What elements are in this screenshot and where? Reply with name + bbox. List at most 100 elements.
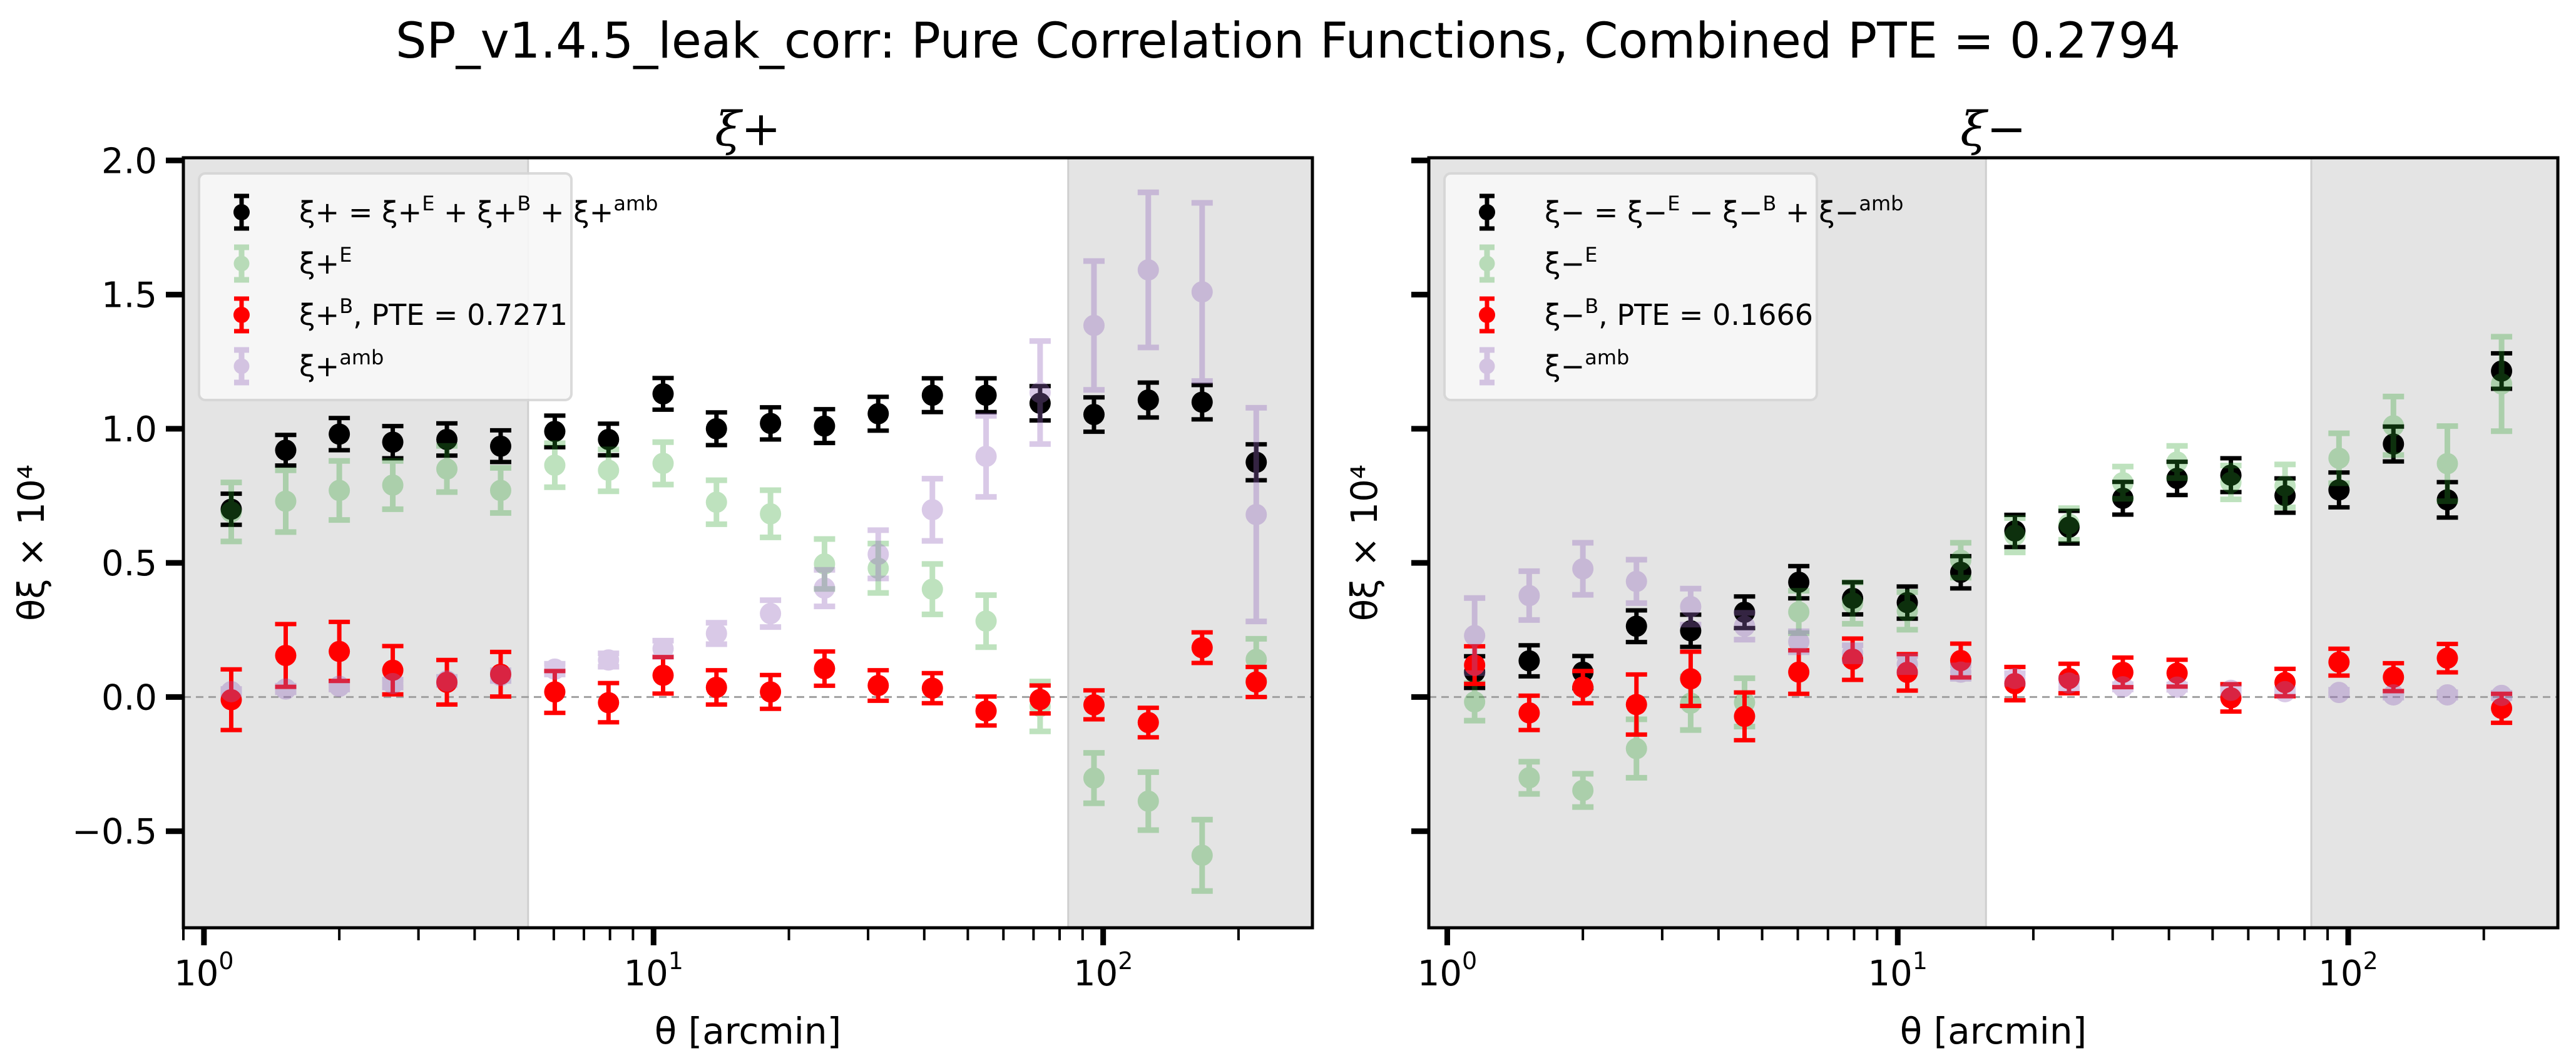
data-point-E	[2004, 515, 2026, 555]
axes-frame	[1427, 156, 2560, 930]
marker	[1950, 650, 1971, 672]
marker	[329, 675, 350, 697]
marker	[1680, 668, 1702, 690]
data-point-total	[1083, 395, 1105, 434]
marker	[2383, 415, 2405, 437]
marker	[489, 665, 511, 687]
data-point-total	[1029, 384, 1051, 423]
legend-frame	[1443, 172, 1818, 401]
marker	[2436, 647, 2458, 669]
x-tick-label: 102	[2318, 947, 2378, 994]
data-point-E	[1572, 771, 1594, 810]
marker	[705, 418, 727, 439]
marker	[598, 460, 620, 481]
data-point-amb	[1950, 661, 1971, 683]
data-point-E	[2112, 463, 2134, 502]
marker	[275, 645, 297, 666]
data-point-amb	[1896, 653, 1918, 675]
panel-title: ξ−	[1960, 101, 2027, 157]
data-point-amb	[975, 413, 997, 500]
marker	[544, 454, 566, 476]
data-point-E	[652, 439, 674, 488]
data-point-B	[2220, 682, 2242, 714]
marker	[1950, 562, 1971, 583]
marker	[1734, 615, 1756, 637]
marker	[1464, 691, 1486, 713]
marker	[1137, 712, 1159, 734]
data-point-total	[1518, 643, 1540, 679]
data-point-amb	[489, 665, 511, 687]
marker	[760, 413, 782, 434]
marker	[2328, 448, 2350, 469]
marker	[1029, 689, 1051, 711]
marker	[489, 435, 511, 457]
data-point-amb	[2436, 684, 2458, 706]
marker	[814, 553, 836, 575]
marker	[1842, 649, 1864, 670]
y-tick-label: 0.0	[101, 677, 157, 718]
y-tick-label: 1.0	[101, 409, 157, 450]
data-point-E	[1896, 589, 1918, 633]
marker	[329, 480, 350, 501]
legend: ξ− = ξ−E − ξ−B + ξ−amb ξ−E ξ−B, PTE = 0.16…	[1443, 172, 1903, 401]
legend-item-B: ξ−B, PTE = 0.1666	[1479, 294, 1813, 334]
data-point-total	[2491, 351, 2513, 391]
y-tick-label: −0.5	[72, 812, 157, 853]
marker	[705, 491, 727, 513]
data-point-B	[1029, 683, 1051, 716]
data-point-E	[329, 458, 350, 523]
marker	[2166, 468, 2188, 490]
data-point-total	[275, 433, 297, 468]
data-point-B	[1518, 693, 1540, 732]
legend-marker	[233, 204, 250, 220]
marker	[1083, 404, 1105, 426]
legend-label: ξ−E	[1545, 243, 1597, 280]
marker	[1083, 694, 1105, 716]
data-point-E	[1518, 759, 1540, 797]
data-point-amb	[598, 649, 620, 671]
data-point-E	[2436, 423, 2458, 505]
data-point-E	[760, 487, 782, 540]
marker	[921, 499, 943, 521]
marker	[2058, 516, 2080, 538]
data-point-amb	[1191, 200, 1213, 384]
marker	[705, 677, 727, 698]
data-point-B	[1680, 649, 1702, 709]
marker	[2491, 684, 2513, 706]
marker	[436, 429, 458, 450]
marker	[1245, 451, 1267, 473]
legend-marker	[1479, 255, 1495, 272]
legend-marker	[1479, 307, 1495, 323]
data-point-amb	[1625, 557, 1647, 606]
data-point-amb	[1029, 338, 1051, 447]
series-total	[1464, 351, 2513, 691]
marker	[1518, 650, 1540, 672]
data-point-B	[1464, 644, 1486, 686]
marker	[382, 474, 404, 496]
data-point-total	[220, 491, 242, 527]
data-point-amb	[2058, 672, 2080, 694]
panel-xi-minus: 100 101 102 θ [arcmin] θξ × 10⁴ ξ− ξ− = ξ−E − …	[1343, 101, 2560, 1052]
marker	[382, 431, 404, 453]
marker	[2004, 520, 2026, 542]
marker	[1191, 281, 1213, 303]
data-point-E	[1191, 816, 1213, 894]
marker	[489, 664, 511, 685]
data-point-B	[2383, 660, 2405, 694]
marker	[2112, 487, 2134, 509]
marker	[2220, 687, 2242, 709]
data-point-B	[1245, 664, 1267, 699]
data-point-B	[1137, 706, 1159, 740]
data-point-E	[598, 446, 620, 495]
marker	[814, 658, 836, 679]
marker	[1464, 625, 1486, 647]
marker	[867, 543, 889, 565]
marker	[760, 503, 782, 525]
marker	[2166, 676, 2188, 698]
panel-xi-plus: −0.5 0.0 0.5 1.0 1.5 2.0 100 101 102 θ [arcmin] θξ…	[10, 101, 1314, 1052]
marker	[598, 429, 620, 450]
data-point-total	[489, 428, 511, 465]
y-axis-label: θξ × 10⁴	[10, 465, 53, 621]
marker	[2328, 479, 2350, 501]
marker	[652, 453, 674, 475]
